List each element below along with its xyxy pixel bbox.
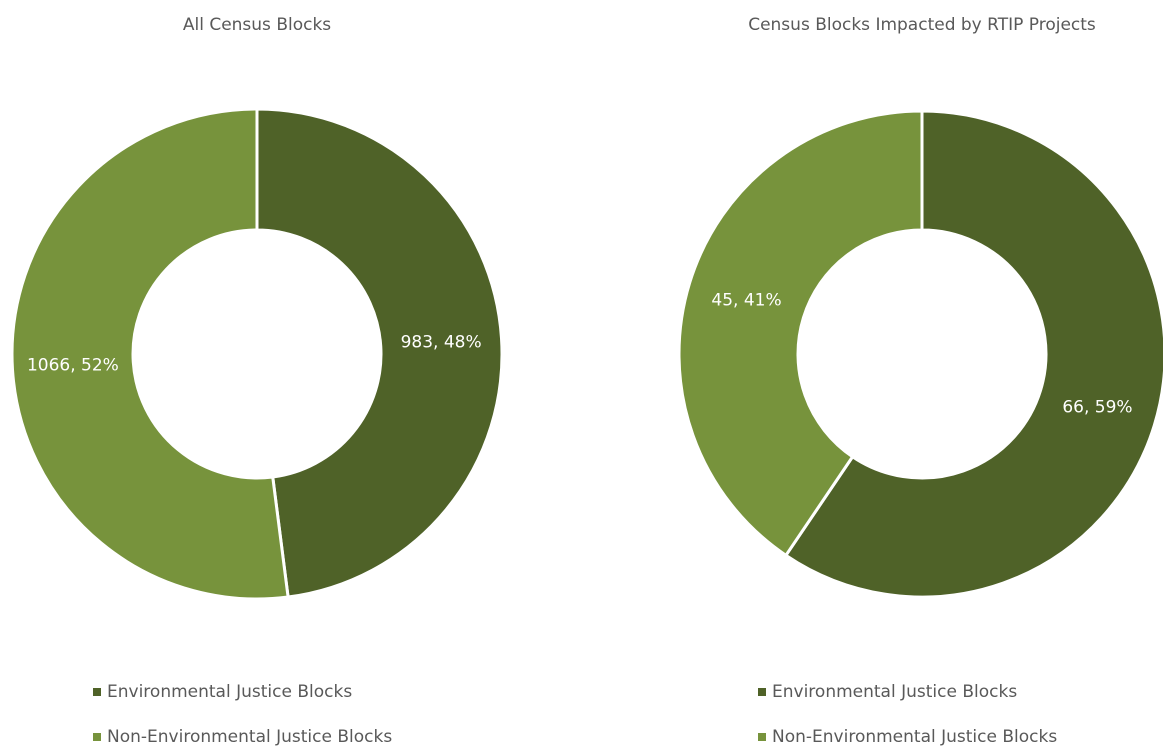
donut-slice — [677, 109, 924, 558]
donut-slice — [783, 109, 1163, 599]
donut-slice — [255, 107, 504, 599]
data-label: 1066, 52% — [27, 356, 119, 376]
legend-marker — [758, 688, 766, 696]
legend-label: Environmental Justice Blocks — [107, 682, 352, 702]
legend-marker — [758, 733, 766, 741]
data-label: 66, 59% — [1062, 398, 1132, 418]
legend-marker — [93, 733, 101, 741]
legend-label: Non-Environmental Justice Blocks — [772, 727, 1057, 747]
legend-label: Non-Environmental Justice Blocks — [107, 727, 392, 747]
legend-marker — [93, 688, 101, 696]
chart-title: All Census Blocks — [183, 15, 331, 35]
chart-title: Census Blocks Impacted by RTIP Projects — [748, 15, 1096, 35]
data-label: 45, 41% — [711, 290, 781, 310]
data-label: 983, 48% — [401, 332, 482, 352]
donut-slice — [10, 107, 290, 601]
legend-label: Environmental Justice Blocks — [772, 682, 1017, 702]
